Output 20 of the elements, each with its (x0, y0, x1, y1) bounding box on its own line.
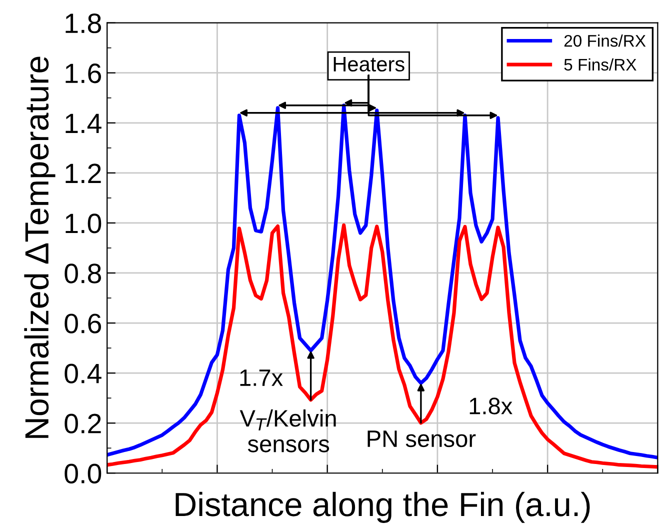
y-tick-label: 0.8 (64, 264, 102, 284)
y-tick-label: 1.2 (66, 164, 101, 183)
y-tick-label: 0.2 (64, 414, 101, 434)
y-tick-label: 0.0 (64, 464, 102, 484)
y-tick-label: 1.8 (66, 14, 102, 34)
annotation: PN sensor (368, 430, 476, 448)
y-tick-label: 1.4 (66, 114, 102, 133)
annotation: 1.8x (470, 398, 512, 414)
annotation: V$_{T}$/Kelvin sensors (240, 409, 336, 452)
annotation: Heaters (334, 56, 404, 72)
y-tick-label: 0.4 (64, 364, 102, 384)
legend-label: 5 Fins/RX (564, 58, 636, 71)
line-series (107, 223, 658, 469)
legend-label: 20 Fins/RX (564, 34, 646, 47)
y-tick-label: 0.6 (64, 314, 102, 334)
y-axis-title: Normalized ΔTemperature (24, 56, 56, 438)
y-tick-label: 1.0 (66, 214, 102, 234)
annotation: 1.7x (240, 370, 283, 386)
x-axis-title: Distance along the Fin (a.u.) (176, 492, 590, 523)
y-tick-label: 1.6 (66, 64, 102, 84)
